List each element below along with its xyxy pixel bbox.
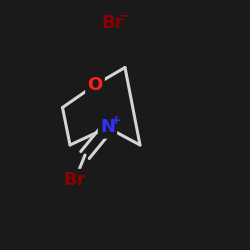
Text: +: + — [110, 114, 121, 126]
Text: Br: Br — [64, 171, 86, 189]
Text: O: O — [88, 76, 103, 94]
Text: Br: Br — [101, 14, 124, 32]
Text: N: N — [100, 118, 115, 136]
Text: −: − — [117, 8, 129, 22]
